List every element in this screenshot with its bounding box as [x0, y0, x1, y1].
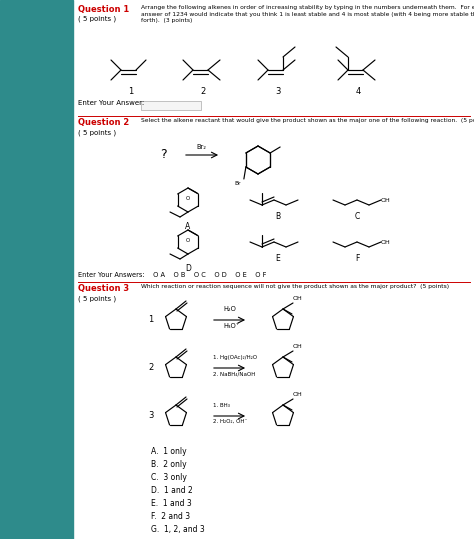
- Text: Select the alkene reactant that would give the product shown as the major one of: Select the alkene reactant that would gi…: [141, 118, 474, 123]
- Text: 1: 1: [148, 315, 154, 324]
- Text: 2. H₂O₂, OH⁻: 2. H₂O₂, OH⁻: [213, 419, 247, 424]
- Text: D: D: [185, 264, 191, 273]
- Text: 1. Hg(OAc)₂/H₂O: 1. Hg(OAc)₂/H₂O: [213, 355, 257, 360]
- Text: 1. BH₃: 1. BH₃: [213, 403, 230, 408]
- Text: B: B: [275, 212, 281, 221]
- Text: Question 3: Question 3: [78, 284, 129, 293]
- Text: Br₂: Br₂: [196, 144, 206, 150]
- Text: E: E: [275, 254, 281, 263]
- Text: 2: 2: [201, 87, 206, 96]
- Text: 2. NaBH₄/NaOH: 2. NaBH₄/NaOH: [213, 371, 255, 376]
- Text: ( 5 points ): ( 5 points ): [78, 129, 116, 135]
- Text: Br: Br: [234, 181, 241, 186]
- Text: OH: OH: [381, 239, 391, 245]
- Text: D.  1 and 2: D. 1 and 2: [151, 486, 193, 495]
- Text: Enter Your Answers:    O A    O B    O C    O D    O E    O F: Enter Your Answers: O A O B O C O D O E …: [78, 272, 266, 278]
- Text: H₃O⁺: H₃O⁺: [223, 323, 239, 329]
- Text: 1: 1: [128, 87, 134, 96]
- Bar: [141, 101, 201, 110]
- Text: Enter Your Answer:: Enter Your Answer:: [78, 100, 144, 106]
- Text: Question 2: Question 2: [78, 118, 129, 127]
- Text: 3: 3: [275, 87, 281, 96]
- Text: 2: 2: [148, 363, 154, 372]
- Text: Arrange the following alkenes in order of increasing stability by typing in the : Arrange the following alkenes in order o…: [141, 5, 474, 23]
- Text: 4: 4: [356, 87, 361, 96]
- Text: F: F: [355, 254, 359, 263]
- Text: F.  2 and 3: F. 2 and 3: [151, 512, 190, 521]
- Text: OH: OH: [381, 197, 391, 203]
- Text: C: C: [355, 212, 360, 221]
- Text: B.  2 only: B. 2 only: [151, 460, 187, 469]
- Text: A: A: [185, 222, 191, 231]
- Text: E.  1 and 3: E. 1 and 3: [151, 499, 192, 508]
- Text: Question 1: Question 1: [78, 5, 129, 14]
- Text: OH: OH: [293, 392, 303, 397]
- Text: A.  1 only: A. 1 only: [151, 447, 187, 456]
- Text: OH: OH: [293, 296, 303, 301]
- Text: OH: OH: [293, 344, 303, 349]
- Bar: [0, 0, 73, 539]
- Text: 3: 3: [148, 411, 154, 420]
- Text: ( 5 points ): ( 5 points ): [78, 16, 116, 23]
- Text: H₂O: H₂O: [223, 306, 236, 312]
- Text: O: O: [186, 196, 190, 201]
- Text: ?: ?: [160, 149, 166, 162]
- Text: C.  3 only: C. 3 only: [151, 473, 187, 482]
- Text: G.  1, 2, and 3: G. 1, 2, and 3: [151, 525, 205, 534]
- Text: O: O: [186, 238, 190, 243]
- Text: ( 5 points ): ( 5 points ): [78, 295, 116, 301]
- Text: Which reaction or reaction sequence will not give the product shown as the major: Which reaction or reaction sequence will…: [141, 284, 449, 289]
